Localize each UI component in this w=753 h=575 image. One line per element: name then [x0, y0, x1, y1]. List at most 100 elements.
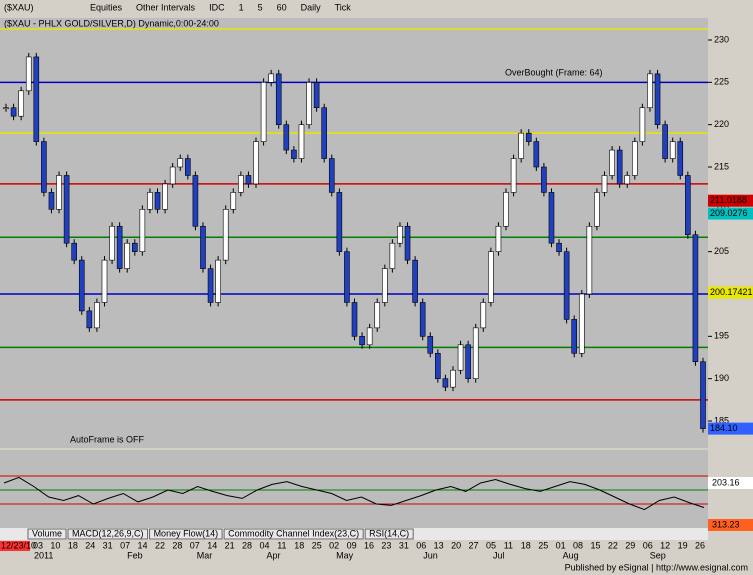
- candle: [25, 56, 32, 92]
- candle: [624, 175, 631, 185]
- candle: [359, 336, 365, 346]
- date-label: 16: [364, 540, 374, 550]
- tab-border: [67, 528, 149, 540]
- candle: [71, 242, 77, 261]
- candle: [525, 132, 532, 142]
- month-label: 2011: [34, 550, 53, 560]
- candle: [609, 149, 615, 176]
- date-label: 07: [190, 540, 200, 550]
- price-axis: [708, 18, 753, 448]
- tab-border: [223, 528, 364, 540]
- candle: [313, 82, 320, 109]
- candle: [291, 149, 297, 159]
- candle: [541, 166, 547, 193]
- symbol[interactable]: ($XAU): [4, 2, 34, 12]
- candle: [283, 124, 290, 151]
- month-label: Jul: [493, 550, 505, 560]
- candle: [94, 302, 100, 329]
- osc-tag-label: 203.16: [712, 477, 740, 487]
- price-tag-label: 184.10: [710, 423, 738, 433]
- candle: [124, 242, 131, 269]
- price-tag: [708, 286, 753, 299]
- candle: [268, 73, 274, 83]
- toolbar-item[interactable]: 60: [277, 2, 287, 12]
- candle: [427, 336, 434, 354]
- candle: [563, 251, 570, 320]
- candle: [86, 310, 93, 329]
- toolbar-item[interactable]: Other Intervals: [136, 2, 196, 12]
- toolbar-item[interactable]: Daily: [301, 2, 322, 12]
- date-label: 02: [329, 540, 339, 550]
- price-tag-label: 209.0276: [710, 208, 748, 218]
- candle: [344, 251, 350, 303]
- toolbar-item[interactable]: IDC: [209, 2, 225, 12]
- y-tick-label: 195: [714, 331, 729, 341]
- price-tag: [708, 194, 753, 207]
- date-label: 29: [625, 540, 635, 550]
- date-label: 25: [312, 540, 322, 550]
- date-start: 12/23/10: [1, 540, 36, 550]
- annotation: OverBought (Frame: 64): [505, 67, 603, 77]
- candle: [56, 175, 62, 210]
- candle: [328, 158, 335, 193]
- date-label: 01: [556, 540, 566, 550]
- candle: [510, 158, 517, 193]
- candle: [677, 141, 684, 176]
- candle: [245, 175, 252, 185]
- candle: [207, 268, 214, 303]
- candle: [321, 107, 327, 159]
- candle: [639, 107, 646, 142]
- candle: [495, 225, 502, 252]
- date-label: 18: [294, 540, 304, 550]
- month-label: Feb: [127, 550, 143, 560]
- candle: [692, 234, 699, 363]
- date-label: 03: [33, 540, 43, 550]
- candle: [654, 73, 661, 125]
- date-label: 28: [172, 540, 182, 550]
- candle: [647, 73, 653, 109]
- candle: [556, 242, 562, 252]
- candle: [131, 242, 138, 252]
- candle: [389, 242, 396, 269]
- date-label: 23: [381, 540, 391, 550]
- candle: [412, 259, 418, 303]
- tab[interactable]: Money Flow(14): [154, 528, 219, 538]
- autoframe: AutoFrame is OFF: [70, 434, 145, 444]
- toolbar-item[interactable]: Tick: [335, 2, 352, 12]
- candle: [101, 259, 108, 303]
- candle: [222, 209, 229, 261]
- candle: [18, 90, 24, 117]
- footer: Published by eSignal | http://www.esigna…: [565, 562, 748, 572]
- toolbar-item[interactable]: 1: [239, 2, 244, 12]
- month-label: Aug: [563, 550, 579, 560]
- candle: [109, 225, 115, 261]
- month-label: Mar: [197, 550, 213, 560]
- candle: [238, 175, 244, 193]
- candle: [33, 56, 40, 142]
- candle: [435, 352, 441, 379]
- candle: [404, 225, 411, 261]
- candle: [366, 327, 373, 346]
- candle: [162, 183, 168, 210]
- candle: [662, 124, 668, 159]
- tab[interactable]: RSI(14,C): [369, 528, 409, 538]
- tab-bar: [0, 528, 708, 540]
- date-label: 18: [68, 540, 78, 550]
- toolbar-item[interactable]: 5: [258, 2, 263, 12]
- date-label: 10: [50, 540, 60, 550]
- date-label: 14: [138, 540, 148, 550]
- candle: [215, 259, 221, 303]
- y-tick-label: 230: [714, 34, 729, 44]
- candle: [450, 369, 456, 388]
- candle: [154, 192, 161, 210]
- month-label: Jun: [423, 550, 438, 560]
- candle: [260, 82, 267, 142]
- candle: [488, 251, 494, 303]
- y-tick-label: 185: [714, 415, 729, 425]
- tab[interactable]: Commodity Channel Index(23,C): [228, 528, 359, 538]
- toolbar-item[interactable]: Equities: [90, 2, 123, 12]
- tab[interactable]: Volume: [32, 528, 62, 538]
- tab[interactable]: MACD(12,26,9,C): [72, 528, 144, 538]
- date-label: 14: [207, 540, 217, 550]
- date-label: 11: [277, 540, 286, 550]
